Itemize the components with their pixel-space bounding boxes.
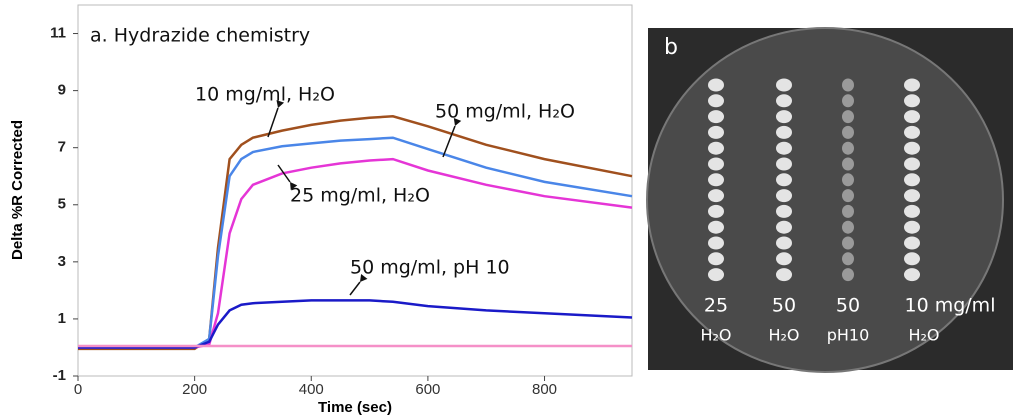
spot: [776, 78, 792, 92]
column-amount: 25: [704, 295, 728, 317]
spot: [842, 236, 854, 250]
series-line: [78, 136, 633, 349]
spot: [904, 268, 920, 282]
spot: [776, 110, 792, 124]
spot: [776, 157, 792, 171]
spot: [776, 204, 792, 218]
y-axis-label: Delta %R Corrected: [9, 120, 26, 260]
column-amount: 10 mg/ml: [905, 295, 996, 317]
annotation-arrow: [349, 281, 361, 296]
y-tick-label: 5: [58, 196, 66, 213]
y-tick-label: 7: [58, 139, 66, 156]
x-tick-label: 0: [74, 381, 82, 398]
spot: [904, 173, 920, 187]
column-medium: H₂O: [768, 326, 799, 345]
column-medium: H₂O: [700, 326, 731, 345]
spot: [708, 157, 724, 171]
plot-frame: [77, 4, 633, 377]
series-annotation: 50 mg/ml, H₂O: [435, 101, 575, 123]
arrow-head: [276, 100, 285, 108]
series-line: [78, 299, 633, 349]
spot: [708, 189, 724, 203]
arrow-head: [453, 118, 462, 126]
arrow-head: [290, 182, 298, 191]
annotation-arrow: [442, 125, 456, 158]
spot: [904, 125, 920, 139]
spot: [776, 268, 792, 282]
spot: [776, 189, 792, 203]
spot: [904, 141, 920, 155]
column-medium: H₂O: [908, 326, 939, 345]
annotation-arrow: [277, 164, 291, 183]
y-tick-label: -1: [53, 367, 66, 384]
spot: [842, 125, 854, 139]
spot: [842, 252, 854, 266]
wafer: [646, 27, 1004, 373]
spot: [842, 110, 854, 124]
x-tick-label: 200: [182, 381, 207, 398]
chart-title: a. Hydrazide chemistry: [90, 25, 310, 47]
spot: [842, 141, 854, 155]
spot: [842, 94, 854, 108]
spot: [708, 78, 724, 92]
spot: [842, 189, 854, 203]
spot: [842, 173, 854, 187]
spot: [842, 220, 854, 234]
spot: [776, 252, 792, 266]
y-tick-label: 9: [58, 82, 66, 99]
spot: [776, 220, 792, 234]
photo: [646, 27, 1013, 373]
panel-label: b: [664, 35, 678, 60]
spot: [776, 141, 792, 155]
spot: [708, 204, 724, 218]
spot: [904, 94, 920, 108]
spot: [842, 204, 854, 218]
spot: [904, 252, 920, 266]
y-tick-label: 1: [58, 310, 66, 327]
spot: [842, 78, 854, 92]
column-medium: pH10: [827, 326, 870, 345]
spot: [904, 236, 920, 250]
spot: [904, 110, 920, 124]
spot: [842, 268, 854, 282]
spot: [904, 189, 920, 203]
spot: [708, 236, 724, 250]
column-amount: 50: [772, 295, 796, 317]
x-tick-label: 600: [415, 381, 440, 398]
spot: [776, 236, 792, 250]
y-tick-label: 11: [50, 25, 66, 42]
spot: [708, 110, 724, 124]
annotation-arrow: [267, 107, 279, 138]
spot: [708, 252, 724, 266]
spot: [708, 125, 724, 139]
series-annotation: 10 mg/ml, H₂O: [195, 84, 335, 106]
x-tick-label: 400: [299, 381, 324, 398]
spot: [708, 173, 724, 187]
spot: [708, 220, 724, 234]
spot: [776, 94, 792, 108]
x-tick-label: 800: [532, 381, 557, 398]
x-axis-label: Time (sec): [318, 399, 392, 416]
y-tick-label: 3: [58, 253, 66, 270]
spot: [708, 141, 724, 155]
spots: [708, 78, 920, 282]
spot: [904, 78, 920, 92]
spot: [904, 220, 920, 234]
spot: [708, 268, 724, 282]
spot: [904, 204, 920, 218]
spot: [776, 173, 792, 187]
spot: [708, 94, 724, 108]
spot: [904, 157, 920, 171]
spot: [776, 125, 792, 139]
column-amount: 50: [836, 295, 860, 317]
spot: [842, 157, 854, 171]
series-annotation: 50 mg/ml, pH 10: [350, 257, 510, 279]
series-annotation: 25 mg/ml, H₂O: [290, 185, 430, 207]
arrow-head: [360, 274, 368, 282]
